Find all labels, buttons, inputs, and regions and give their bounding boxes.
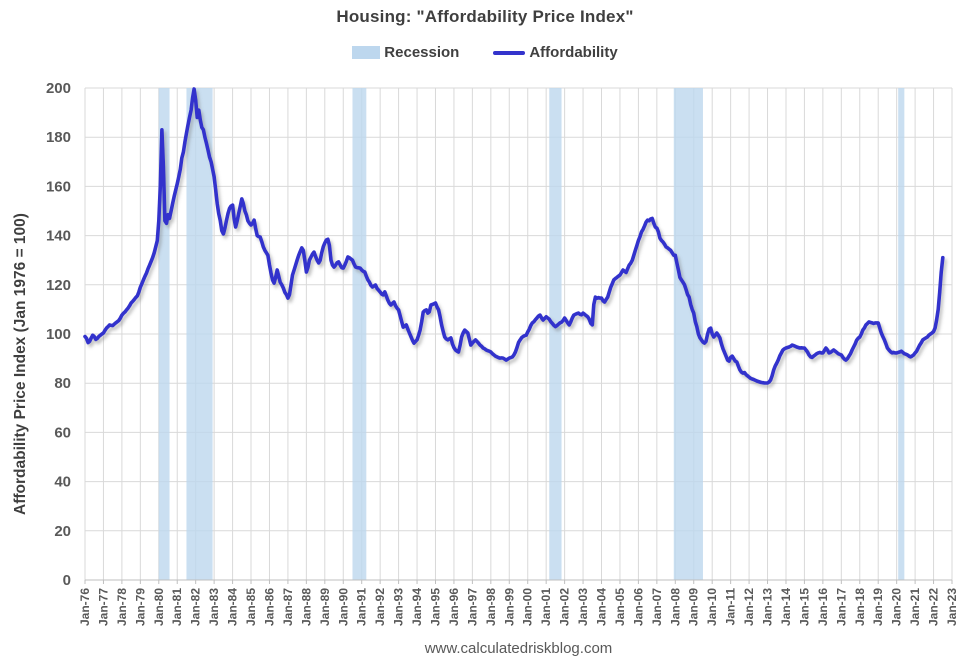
- x-tick-label: Jan-97: [465, 588, 479, 626]
- x-tick-label: Jan-80: [152, 588, 166, 626]
- x-tick-label: Jan-05: [613, 588, 627, 626]
- x-tick-label: Jan-96: [447, 588, 461, 626]
- x-tick-label: Jan-01: [539, 588, 553, 626]
- y-axis-title: Affordability Price Index (Jan 1976 = 10…: [12, 213, 29, 515]
- y-tick-label: 40: [54, 474, 71, 491]
- x-tick-label: Jan-09: [687, 588, 701, 626]
- x-tick-label: Jan-92: [373, 588, 387, 626]
- x-tick-label: Jan-77: [96, 588, 110, 626]
- x-tick-label: Jan-81: [170, 588, 184, 626]
- x-tick-label: Jan-17: [834, 588, 848, 626]
- y-tick-label: 0: [63, 572, 71, 589]
- legend: Recession Affordability: [0, 44, 970, 61]
- x-tick-label: Jan-10: [705, 588, 719, 626]
- x-tick-label: Jan-95: [428, 588, 442, 626]
- y-tick-label: 80: [54, 375, 71, 392]
- recession-band: [158, 88, 170, 580]
- legend-recession-swatch: [352, 46, 381, 59]
- x-tick-label: Jan-00: [521, 588, 535, 626]
- x-tick-label: Jan-21: [908, 588, 922, 626]
- recession-band: [898, 88, 905, 580]
- x-tick-label: Jan-76: [78, 588, 92, 626]
- x-tick-label: Jan-82: [189, 588, 203, 626]
- x-tick-label: Jan-06: [631, 588, 645, 626]
- affordability-line: [83, 87, 945, 385]
- x-tick-label: Jan-18: [853, 588, 867, 626]
- x-tick-label: Jan-99: [502, 588, 516, 626]
- x-tick-label: Jan-86: [262, 588, 276, 626]
- x-tick-label: Jan-90: [336, 588, 350, 626]
- x-tick-label: Jan-89: [318, 588, 332, 626]
- recession-band: [549, 88, 562, 580]
- gridlines: [84, 87, 953, 581]
- x-tick-label: Jan-02: [558, 588, 572, 626]
- x-tick-label: Jan-04: [595, 588, 609, 626]
- y-tick-label: 200: [46, 80, 71, 97]
- legend-item-recession: Recession: [352, 44, 459, 61]
- x-tick-label: Jan-23: [945, 588, 959, 626]
- x-tick-label: Jan-93: [392, 588, 406, 626]
- legend-item-affordability: Affordability: [493, 44, 618, 61]
- x-tick-label: Jan-88: [299, 588, 313, 626]
- x-tick-label: Jan-78: [115, 588, 129, 626]
- x-tick-label: Jan-91: [355, 588, 369, 626]
- x-tick-label: Jan-79: [133, 588, 147, 626]
- source-watermark: www.calculatedriskblog.com: [424, 640, 613, 657]
- y-tick-label: 20: [54, 523, 71, 540]
- y-tick-label: 60: [54, 424, 71, 441]
- y-tick-label: 180: [46, 129, 71, 146]
- y-tick-label: 100: [46, 326, 71, 343]
- y-tick-label: 160: [46, 178, 71, 195]
- recession-band: [186, 88, 213, 580]
- x-tick-label: Jan-14: [779, 588, 793, 626]
- x-tick-label: Jan-12: [742, 588, 756, 626]
- x-tick-label: Jan-87: [281, 588, 295, 626]
- x-tick-label: Jan-84: [226, 588, 240, 626]
- x-tick-label: Jan-19: [871, 588, 885, 626]
- x-tick-label: Jan-07: [650, 588, 664, 626]
- x-tick-label: Jan-11: [724, 588, 738, 626]
- x-tick-label: Jan-94: [410, 588, 424, 626]
- legend-recession-label: Recession: [384, 44, 460, 61]
- y-tick-label: 120: [46, 277, 71, 294]
- legend-affordability-label: Affordability: [529, 44, 618, 61]
- chart-title: Housing: "Affordability Price Index": [336, 7, 634, 26]
- legend-affordability-swatch: [493, 50, 526, 55]
- recession-band: [352, 88, 367, 580]
- x-tick-label: Jan-13: [761, 588, 775, 626]
- y-tick-label: 140: [46, 228, 71, 245]
- y-tick-labels: 0 20 40 60 80 100 120 140 160 180 200: [46, 80, 71, 589]
- x-tick-labels: Jan-76 Jan-77 Jan-78 Jan-79 Jan-80 Jan-81 Jan-…: [78, 588, 959, 626]
- x-tick-label: Jan-20: [890, 588, 904, 626]
- x-tick-label: Jan-08: [668, 588, 682, 626]
- x-tick-label: Jan-16: [816, 588, 830, 626]
- x-tick-label: Jan-85: [244, 588, 258, 626]
- x-tick-label: Jan-83: [207, 588, 221, 626]
- x-tick-label: Jan-98: [484, 588, 498, 626]
- x-axis-ticks: [84, 580, 953, 584]
- x-tick-label: Jan-22: [927, 588, 941, 626]
- x-tick-label: Jan-15: [797, 588, 811, 626]
- x-tick-label: Jan-03: [576, 588, 590, 626]
